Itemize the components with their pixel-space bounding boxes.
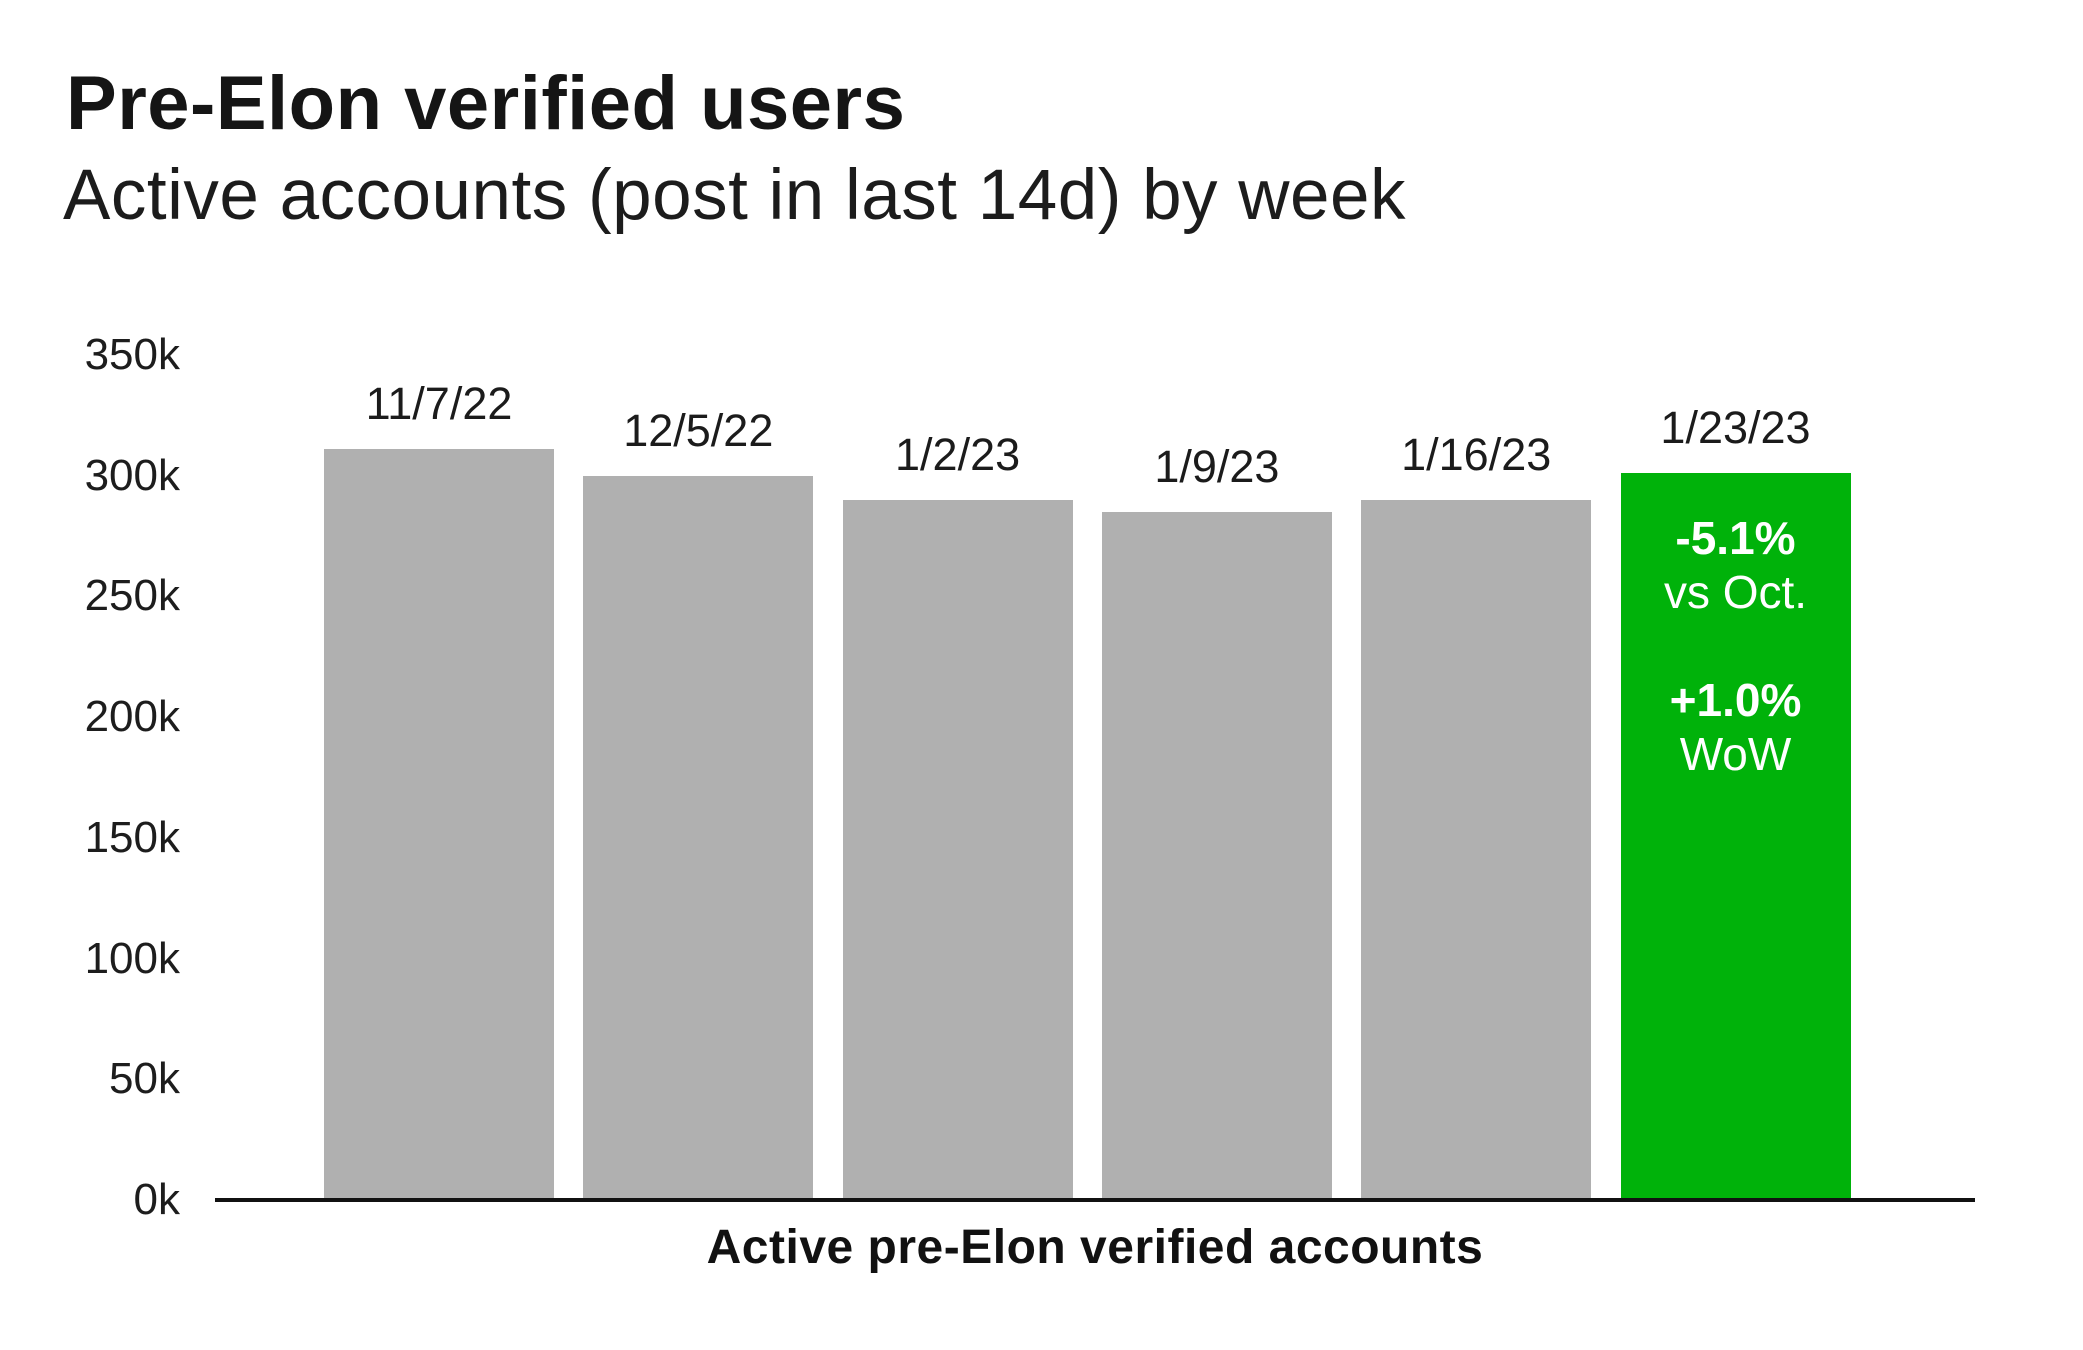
annotation-line: -5.1% [1675,512,1796,565]
chart-subtitle: Active accounts (post in last 14d) by we… [63,156,1407,235]
highlight-annotation: -5.1% vs Oct. +1.0% WoW [1621,473,1851,781]
x-axis-label: Active pre-Elon verified accounts [706,1221,1484,1274]
bar-date-label: 1/9/23 [1154,440,1280,492]
chart-title: Pre-Elon verified users [66,61,906,146]
y-tick-label: 100k [84,933,180,983]
x-axis-line [215,1198,1975,1202]
bar-date-label: 1/23/23 [1660,402,1811,454]
bar-date-label: 1/16/23 [1401,428,1552,480]
y-tick-label: 150k [84,812,180,862]
y-tick-label: 250k [84,571,180,621]
y-tick-label: 0k [133,1175,180,1224]
bar [1101,511,1332,1198]
bar-highlighted [1620,473,1851,1198]
annotation-line: vs Oct. [1663,566,1808,619]
bar [583,475,814,1198]
y-tick-label: 350k [84,330,180,379]
bar [324,449,554,1198]
annotation-line: +1.0% [1669,674,1802,727]
bar-date-label: 12/5/22 [623,404,774,456]
y-tick-label: 50k [109,1054,180,1104]
y-tick-label: 300k [84,450,180,500]
bar-date-label: 1/2/23 [895,428,1021,480]
y-tick-label: 200k [84,692,180,742]
bar-date-label: 11/7/22 [365,378,513,430]
annotation-line [1621,619,1851,673]
annotation-line: WoW [1679,728,1792,781]
bar [842,499,1073,1198]
bar [1361,499,1592,1198]
